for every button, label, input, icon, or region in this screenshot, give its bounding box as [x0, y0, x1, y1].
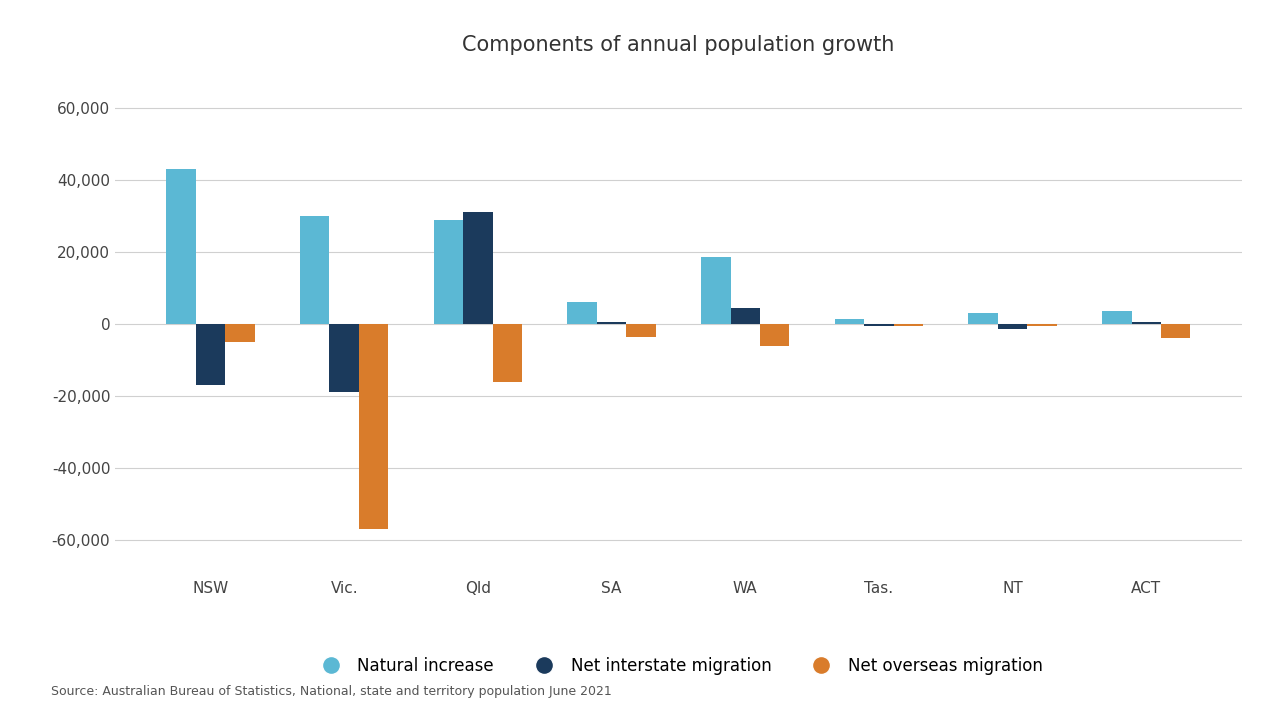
Bar	[1028, 324, 1057, 325]
Legend: Natural increase, Net interstate migration, Net overseas migration: Natural increase, Net interstate migrati…	[307, 650, 1050, 681]
Bar	[1132, 323, 1161, 324]
Title: Components of annual population growth: Components of annual population growth	[462, 35, 895, 55]
Bar	[358, 324, 388, 529]
Bar	[969, 313, 998, 324]
Bar	[493, 324, 522, 382]
Bar	[329, 324, 358, 392]
Bar	[1161, 324, 1190, 338]
Bar	[998, 324, 1028, 329]
Bar	[596, 323, 626, 324]
Bar	[893, 324, 923, 325]
Bar	[196, 324, 225, 385]
Bar	[463, 212, 493, 324]
Bar	[701, 257, 731, 324]
Bar	[626, 324, 655, 337]
Bar	[835, 318, 864, 324]
Bar	[434, 220, 463, 324]
Bar	[567, 302, 596, 324]
Bar	[225, 324, 255, 342]
Bar	[166, 169, 196, 324]
Text: Source: Australian Bureau of Statistics, National, state and territory populatio: Source: Australian Bureau of Statistics,…	[51, 685, 612, 698]
Bar	[731, 308, 760, 324]
Bar	[864, 324, 893, 325]
Bar	[1102, 311, 1132, 324]
Bar	[760, 324, 790, 346]
Bar	[300, 216, 329, 324]
